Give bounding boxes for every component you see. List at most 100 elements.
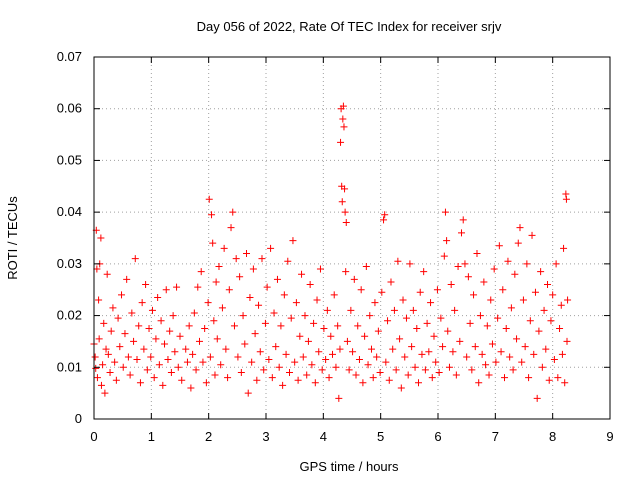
x-tick-label: 4 — [320, 429, 327, 444]
data-point — [166, 327, 174, 335]
data-point — [338, 198, 346, 206]
data-point — [167, 368, 175, 376]
data-point — [150, 374, 158, 382]
data-point — [549, 291, 557, 299]
data-point — [502, 325, 510, 332]
data-point — [205, 195, 213, 203]
data-point — [171, 348, 179, 356]
data-point — [197, 268, 205, 276]
data-point — [121, 330, 129, 338]
data-point — [499, 286, 507, 294]
data-point — [337, 138, 345, 146]
data-point — [343, 337, 351, 345]
data-point — [525, 374, 533, 382]
data-point — [169, 312, 177, 320]
data-point — [556, 325, 564, 332]
data-point — [178, 376, 186, 384]
data-point — [224, 374, 232, 382]
data-point — [341, 185, 349, 193]
data-point — [390, 306, 398, 314]
data-point — [201, 325, 209, 332]
data-point — [265, 356, 273, 364]
data-point — [275, 363, 283, 371]
data-point — [209, 239, 217, 247]
data-point — [128, 309, 136, 317]
data-point — [292, 299, 300, 307]
data-point — [480, 278, 488, 286]
data-point — [154, 293, 162, 301]
data-point — [93, 265, 101, 273]
data-point — [284, 257, 292, 265]
data-point — [409, 306, 417, 314]
data-point — [519, 296, 527, 304]
y-tick-label: 0.06 — [57, 101, 82, 116]
data-point — [227, 224, 235, 232]
data-point — [444, 327, 452, 335]
data-point — [195, 337, 203, 345]
data-point — [428, 374, 436, 382]
data-point — [301, 312, 309, 320]
data-point — [473, 250, 481, 258]
data-point — [116, 343, 124, 351]
data-point — [230, 322, 238, 330]
data-point — [308, 361, 316, 369]
data-point — [504, 257, 512, 265]
data-point — [376, 368, 384, 376]
x-tick-label: 6 — [434, 429, 441, 444]
data-point — [155, 361, 163, 369]
data-point — [345, 366, 353, 374]
data-point — [564, 296, 572, 304]
data-point — [206, 353, 214, 361]
data-point — [416, 288, 424, 296]
data-point — [544, 281, 552, 289]
data-point — [526, 317, 534, 325]
data-point — [97, 381, 105, 389]
data-point — [210, 317, 218, 325]
x-tick-label: 9 — [606, 429, 613, 444]
data-point — [425, 348, 433, 356]
data-point — [459, 216, 467, 224]
data-point — [91, 353, 99, 361]
data-point — [540, 306, 548, 314]
data-point — [289, 237, 297, 245]
data-point — [342, 268, 350, 276]
x-tick-label: 8 — [549, 429, 556, 444]
data-point — [482, 361, 490, 369]
data-point — [558, 350, 566, 358]
data-point — [506, 353, 514, 361]
data-point — [192, 366, 200, 374]
data-point — [355, 356, 363, 364]
data-point — [322, 356, 330, 364]
data-point — [362, 262, 370, 270]
data-point — [341, 208, 349, 216]
data-point — [418, 350, 426, 358]
data-point — [401, 353, 409, 361]
data-point — [367, 345, 375, 353]
data-point — [357, 286, 365, 294]
data-point — [535, 327, 543, 335]
data-point — [497, 348, 505, 356]
data-point — [142, 281, 150, 289]
data-point — [147, 353, 155, 361]
data-point — [189, 350, 197, 358]
data-point — [318, 366, 326, 374]
data-point — [103, 270, 111, 278]
data-point — [435, 368, 443, 376]
data-point — [550, 356, 558, 364]
data-point — [361, 332, 369, 340]
data-point — [161, 340, 169, 348]
data-point — [563, 337, 571, 345]
data-point — [225, 286, 233, 294]
data-point — [445, 363, 453, 371]
data-point — [387, 278, 395, 286]
data-point — [306, 281, 314, 289]
data-point — [316, 265, 324, 273]
data-point — [109, 304, 117, 312]
data-point — [123, 275, 131, 283]
data-point — [268, 374, 276, 382]
data-point — [100, 319, 108, 327]
data-point — [404, 371, 412, 379]
data-point — [204, 299, 212, 307]
data-point — [119, 363, 127, 371]
data-point — [378, 288, 386, 296]
